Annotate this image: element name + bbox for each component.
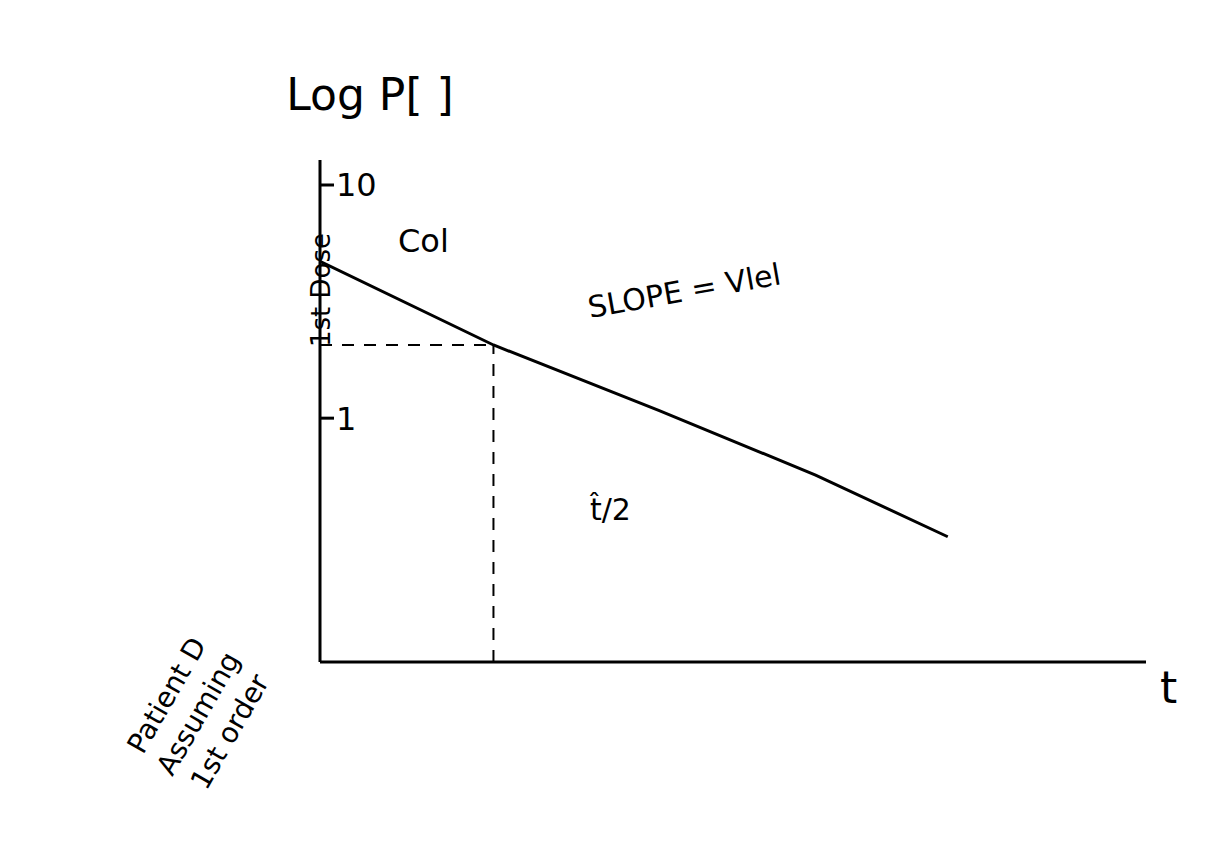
svg-text:Patient DAssuming1st order: Patient DAssuming1st order xyxy=(118,628,278,799)
svg-text:1st Dose: 1st Dose xyxy=(306,233,336,347)
svg-text:Log P[ ]: Log P[ ] xyxy=(286,69,453,120)
svg-text:t: t xyxy=(1160,662,1177,713)
svg-text:1: 1 xyxy=(336,400,356,438)
svg-text:SLOPE = Vlel: SLOPE = Vlel xyxy=(585,257,783,325)
svg-text:t̂/2: t̂/2 xyxy=(590,492,631,527)
svg-text:Col: Col xyxy=(398,222,449,260)
svg-text:10: 10 xyxy=(336,166,377,204)
